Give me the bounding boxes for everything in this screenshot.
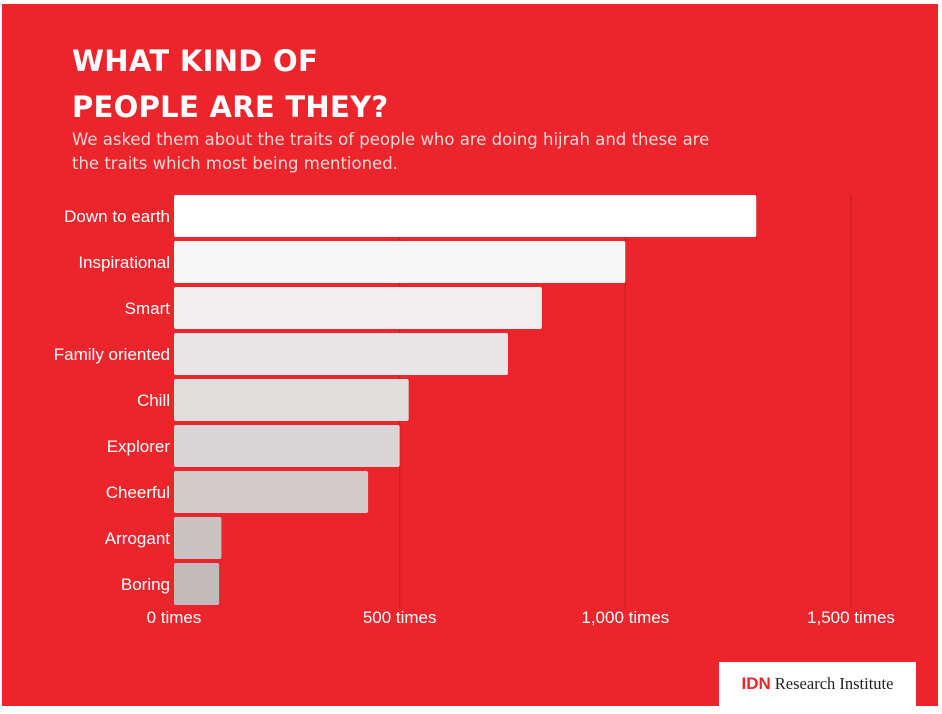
category-label-7: Cheerful	[106, 483, 170, 502]
bar-7	[174, 471, 369, 513]
bar-2	[174, 241, 626, 283]
infographic-canvas: WHAT KIND OF PEOPLE ARE THEY? We asked t…	[2, 4, 938, 706]
bar-1	[174, 195, 757, 237]
category-label-2: Inspirational	[78, 253, 170, 272]
logo-text: Research Institute	[774, 674, 894, 693]
bar-8	[174, 517, 222, 559]
category-label-6: Explorer	[107, 437, 171, 456]
bar-3	[174, 287, 542, 329]
category-label-5: Chill	[137, 391, 170, 410]
x-tick-label-2: 1,000 times	[581, 608, 669, 627]
category-label-4: Family oriented	[54, 345, 170, 364]
x-tick-label-0: 0 times	[147, 608, 202, 627]
category-labels: Down to earth Inspirational Smart Family or…	[54, 207, 171, 594]
bar-5	[174, 379, 409, 421]
bar-4	[174, 333, 508, 375]
idn-research-institute-logo: IDN Research Institute	[719, 662, 916, 706]
bar-chart: Down to earth Inspirational Smart Family or…	[54, 195, 895, 627]
category-label-3: Smart	[125, 299, 171, 318]
x-tick-label-1: 500 times	[363, 608, 437, 627]
chart-title: WHAT KIND OF PEOPLE ARE THEY?	[72, 44, 389, 124]
x-axis-tick-labels: 0 times 500 times 1,000 times 1,500 times	[147, 608, 895, 627]
x-tick-label-3: 1,500 times	[807, 608, 895, 627]
bar-6	[174, 425, 400, 467]
bar-9	[174, 563, 220, 605]
bars	[174, 195, 757, 605]
chart-subtitle: We asked them about the traits of people…	[72, 130, 710, 173]
category-label-8: Arrogant	[105, 529, 170, 548]
category-label-9: Boring	[121, 575, 170, 594]
logo-mark: IDN	[741, 674, 771, 693]
category-label-1: Down to earth	[64, 207, 170, 226]
